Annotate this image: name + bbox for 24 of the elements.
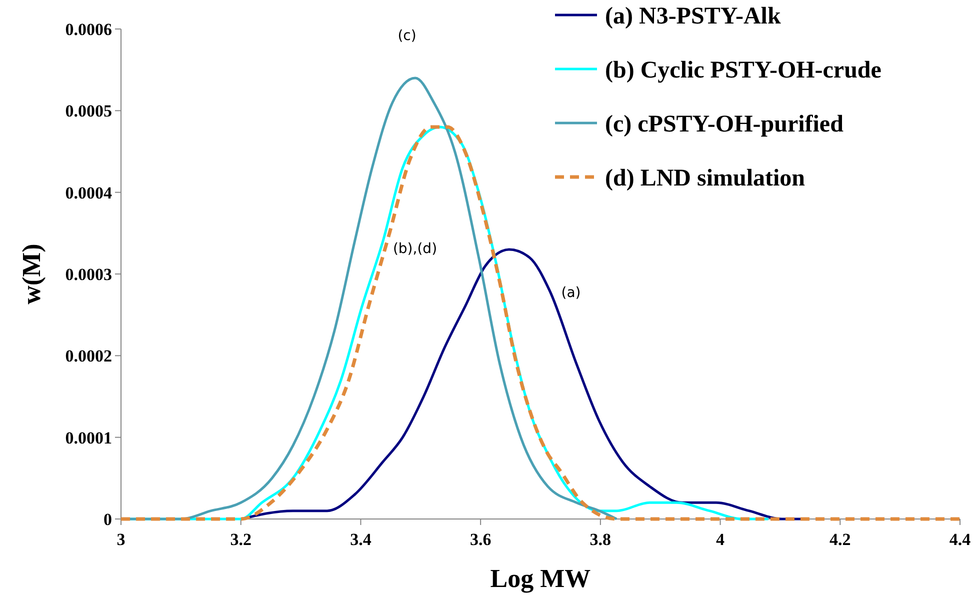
x-axis-title: Log MW — [490, 564, 591, 593]
legend-label: (b) Cyclic PSTY-OH-crude — [605, 57, 882, 84]
x-tick-label: 3 — [116, 530, 126, 549]
y-axis-title: w(M) — [17, 244, 46, 304]
legend-label: (a) N3-PSTY-Alk — [605, 3, 782, 30]
x-tick-label: 3.6 — [470, 530, 492, 549]
x-tick-label: 4.2 — [830, 530, 851, 549]
x-tick-label: 3.4 — [350, 530, 372, 549]
legend-label: (c) cPSTY-OH-purified — [605, 111, 844, 138]
annotation: (c) — [398, 28, 416, 44]
y-tick-label: 0.0002 — [65, 346, 112, 366]
x-tick-label: 3.8 — [590, 530, 612, 549]
y-tick-label: 0.0005 — [65, 102, 112, 121]
x-tick-label: 4 — [716, 530, 726, 549]
annotation: (a) — [561, 284, 581, 301]
annotation: (b),(d) — [392, 240, 438, 257]
x-tick-label: 3.2 — [230, 530, 252, 549]
y-tick-label: 0 — [104, 510, 112, 529]
x-tick-label: 4.4 — [949, 530, 972, 549]
y-tick-label: 0.0006 — [65, 20, 112, 39]
y-tick-label: 0.0001 — [65, 428, 112, 448]
y-tick-label: 0.0003 — [65, 264, 112, 284]
y-tick-label: 0.0004 — [65, 183, 112, 202]
legend-label: (d) LND simulation — [605, 165, 806, 192]
